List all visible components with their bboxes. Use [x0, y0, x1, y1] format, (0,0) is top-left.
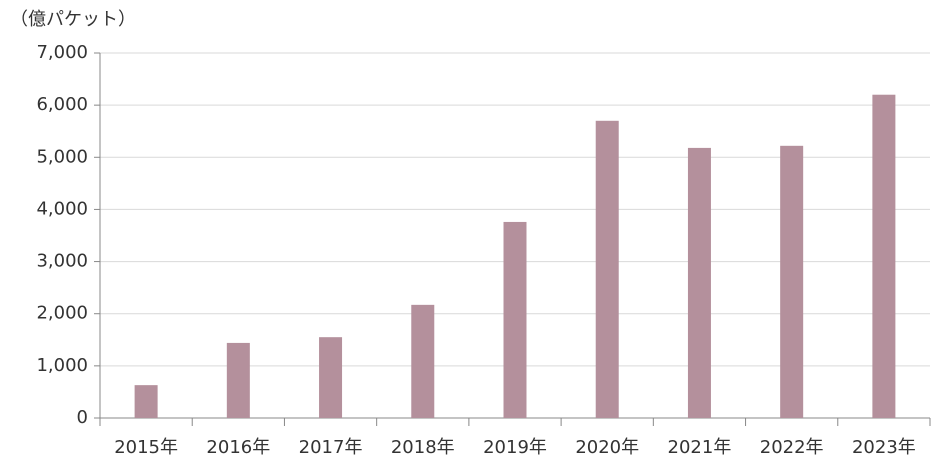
y-tick-label: 0 [77, 407, 88, 428]
y-tick-label: 3,000 [36, 251, 88, 272]
y-tick-label: 5,000 [36, 146, 88, 167]
x-tick-label: 2016年 [206, 437, 270, 458]
bar [780, 145, 804, 419]
y-axis-label: （億パケット） [10, 9, 136, 30]
bar [319, 337, 343, 418]
bar [134, 385, 158, 418]
x-tick-label: 2019年 [483, 437, 547, 458]
x-tick-label: 2022年 [760, 437, 824, 458]
y-tick-label: 7,000 [36, 42, 88, 63]
bar [872, 94, 896, 418]
y-tick-label: 1,000 [36, 355, 88, 376]
y-tick-label: 4,000 [36, 198, 88, 219]
bar [687, 147, 711, 418]
bar [226, 342, 250, 418]
y-tick-label: 2,000 [36, 303, 88, 324]
bar [411, 304, 435, 418]
x-tick-label: 2023年 [852, 437, 916, 458]
y-tick-label: 6,000 [36, 94, 88, 115]
bar [595, 120, 619, 419]
x-tick-label: 2021年 [668, 437, 732, 458]
x-tick-label: 2017年 [299, 437, 363, 458]
x-tick-label: 2015年 [114, 437, 178, 458]
x-tick-label: 2018年 [391, 437, 455, 458]
bar [503, 221, 527, 418]
x-tick-label: 2020年 [575, 437, 639, 458]
